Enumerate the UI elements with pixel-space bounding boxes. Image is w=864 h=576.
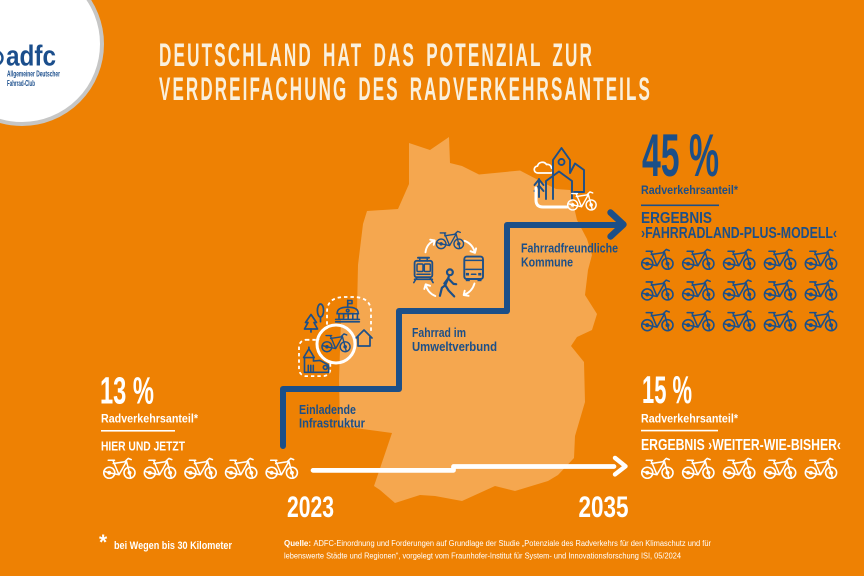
svg-text:ERGEBNIS ›WEITER-WIE-BISHER‹: ERGEBNIS ›WEITER-WIE-BISHER‹ [641, 437, 841, 454]
svg-text:Kommune: Kommune [521, 255, 573, 270]
svg-text:Umweltverbund: Umweltverbund [412, 339, 497, 354]
svg-text:Allgemeiner Deutscher: Allgemeiner Deutscher [7, 69, 60, 79]
svg-text:ADFC-Einordnung und Forderunge: ADFC-Einordnung und Forderungen auf Grun… [314, 539, 712, 548]
svg-text:45 %: 45 % [642, 122, 719, 189]
svg-text:lebenswerte Städte und Regione: lebenswerte Städte und Regionen“, vorgel… [284, 551, 682, 560]
svg-text:HIER UND JETZT: HIER UND JETZT [101, 439, 185, 454]
svg-text:Radverkehrsanteil*: Radverkehrsanteil* [641, 412, 738, 426]
svg-text:Quelle:: Quelle: [284, 539, 311, 548]
svg-text:Einladende: Einladende [299, 402, 356, 417]
svg-text:DEUTSCHLAND HAT DAS POTENZIAL: DEUTSCHLAND HAT DAS POTENZIAL ZUR [159, 37, 594, 73]
svg-text:Radverkehrsanteil*: Radverkehrsanteil* [101, 412, 198, 426]
svg-text:bei Wegen bis 30 Kilometer: bei Wegen bis 30 Kilometer [114, 540, 233, 552]
svg-text:Infrastruktur: Infrastruktur [299, 416, 365, 431]
svg-text:›FAHRRADLAND-PLUS-MODELL‹: ›FAHRRADLAND-PLUS-MODELL‹ [641, 225, 837, 242]
svg-text:ERGEBNIS: ERGEBNIS [641, 210, 712, 227]
svg-text:2023: 2023 [287, 491, 334, 524]
svg-text:13 %: 13 % [100, 371, 154, 413]
svg-text:Radverkehrsanteil*: Radverkehrsanteil* [641, 183, 738, 197]
svg-text:2035: 2035 [579, 491, 629, 524]
svg-text:Fahrrad-Club: Fahrrad-Club [7, 78, 35, 88]
svg-text:15 %: 15 % [642, 369, 692, 412]
svg-text:adfc: adfc [6, 41, 56, 73]
svg-text:Fahrrad im: Fahrrad im [412, 325, 466, 340]
svg-text:Fahrradfreundliche: Fahrradfreundliche [521, 241, 618, 256]
svg-text:*: * [99, 531, 108, 554]
svg-text:VERDREIFACHUNG DES RADVERKEHRS: VERDREIFACHUNG DES RADVERKEHRSANTEILS [159, 71, 652, 107]
